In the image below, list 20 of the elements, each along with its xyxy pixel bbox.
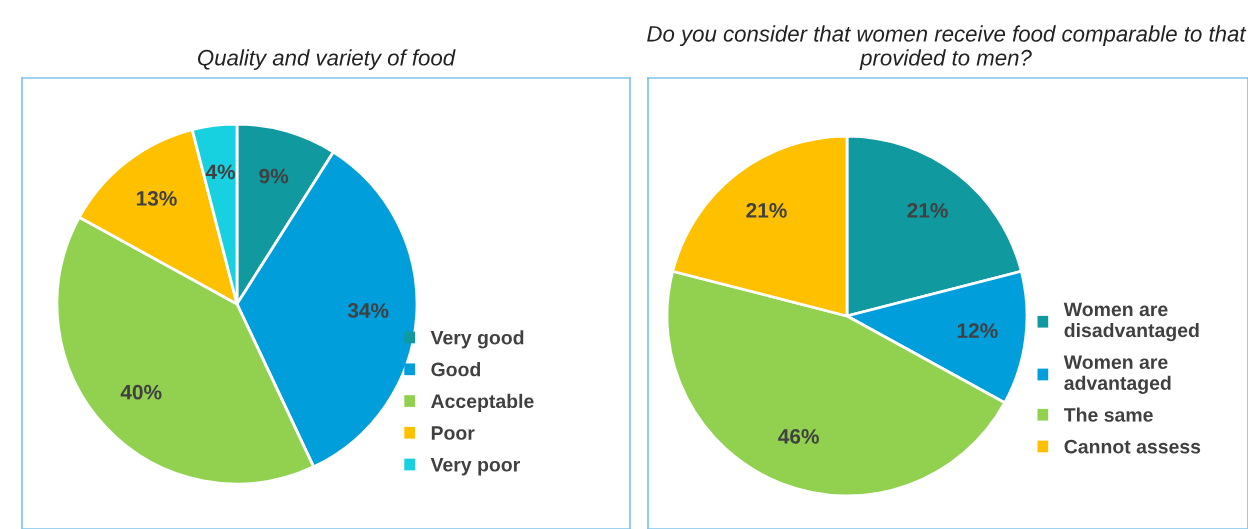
data-label: 21% bbox=[746, 203, 787, 218]
data-label: 9% bbox=[259, 168, 289, 184]
data-label: 13% bbox=[136, 191, 177, 206]
data-label: 21% bbox=[907, 203, 948, 218]
data-label: 12% bbox=[957, 323, 998, 339]
legend-label: Cannot assess bbox=[1064, 439, 1201, 454]
data-label: 4% bbox=[205, 164, 236, 180]
data-label: 40% bbox=[120, 384, 162, 400]
legend-label: Good bbox=[431, 362, 481, 377]
chart-title: Quality and variety of food bbox=[198, 49, 456, 70]
legend-label: Very good bbox=[430, 330, 524, 349]
legend-label: The same bbox=[1063, 407, 1153, 422]
legend-label: Very poor bbox=[430, 458, 520, 476]
chart-title: Do you consider that women receive food comparable to that provided to men? bbox=[647, 25, 1247, 70]
data-label: 34% bbox=[347, 303, 389, 318]
legend-label: Acceptable bbox=[431, 393, 534, 412]
legend-label: Women are advantaged bbox=[1063, 355, 1171, 394]
data-label: 46% bbox=[778, 429, 819, 444]
legend-label: Women are disadvantaged bbox=[1063, 302, 1199, 342]
legend-label: Poor bbox=[431, 426, 475, 440]
